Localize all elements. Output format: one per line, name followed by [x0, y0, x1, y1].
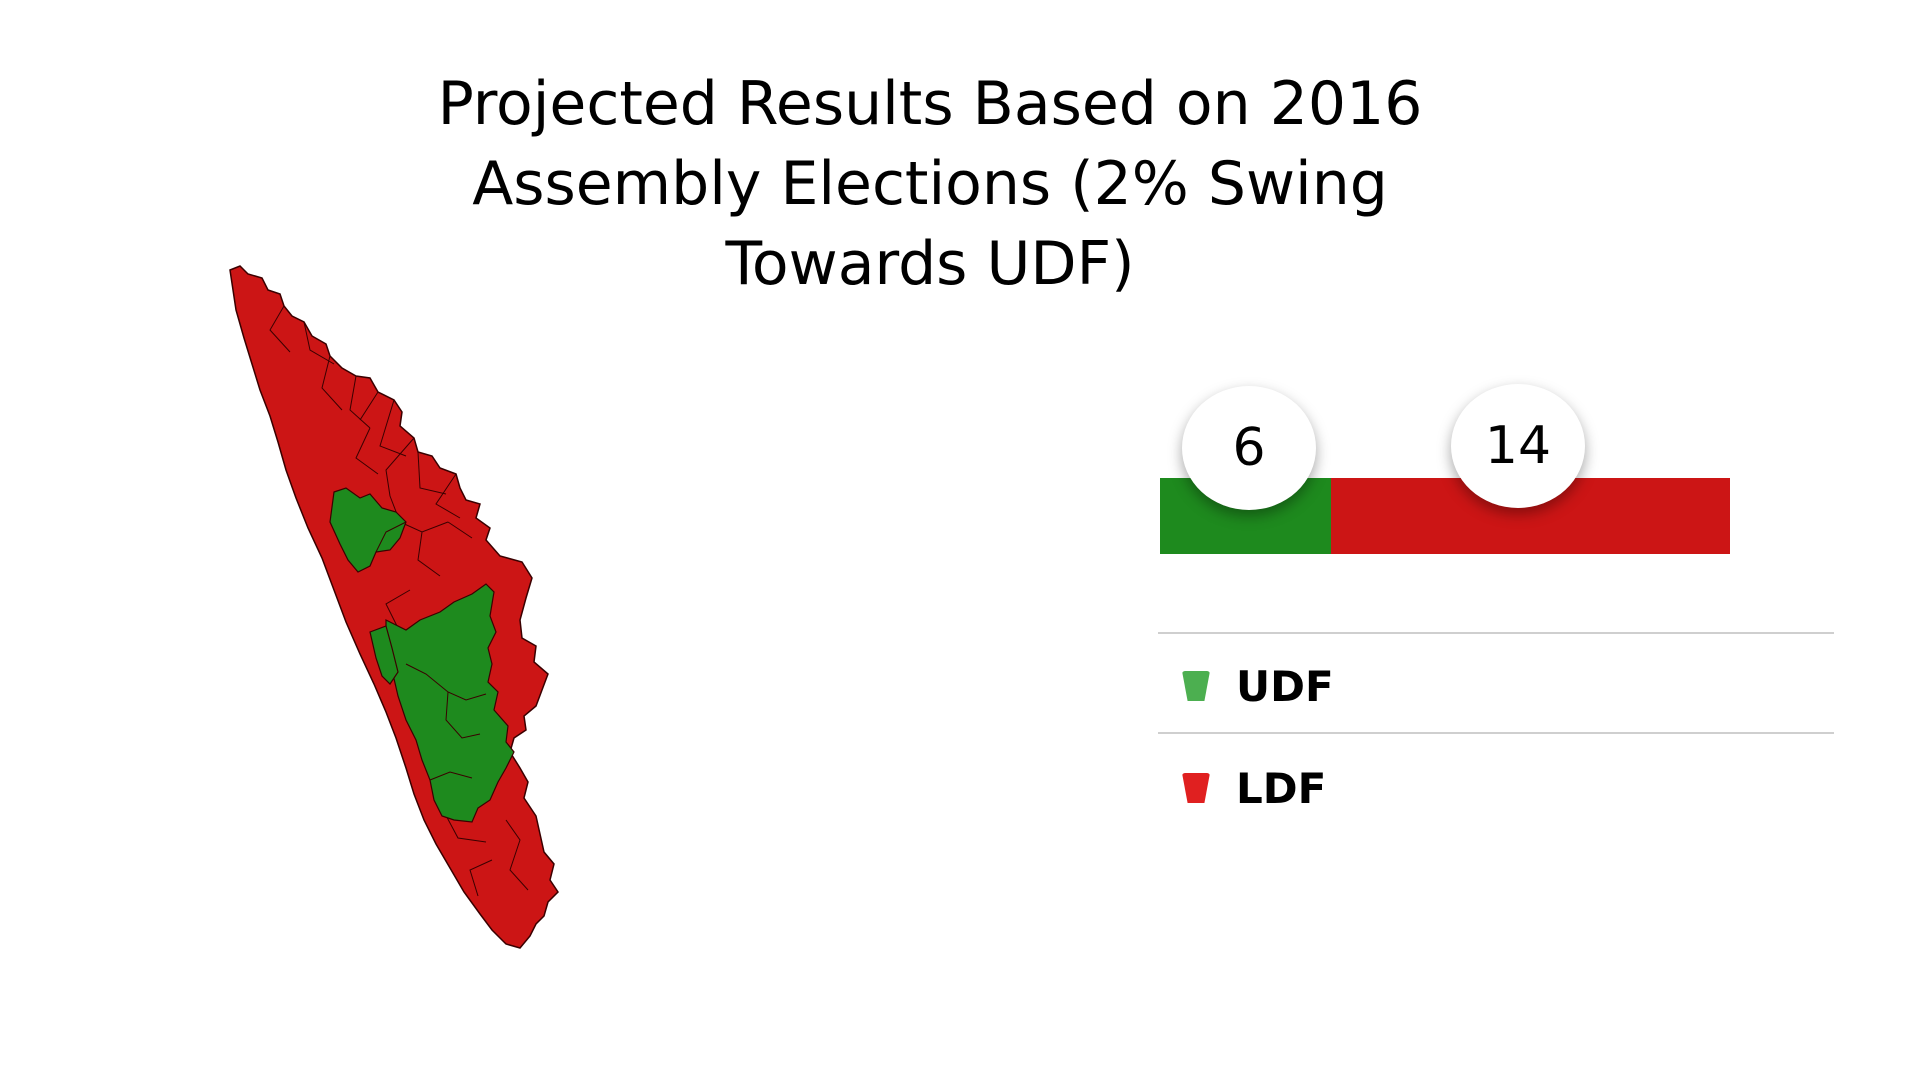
legend-divider-top [1158, 632, 1834, 634]
map-borders-udf [375, 521, 487, 781]
legend-divider-bottom [1158, 732, 1834, 734]
ldf-seat-count: 14 [1451, 384, 1585, 508]
map-region-udf-coast [369, 625, 399, 685]
udf-seat-count: 6 [1182, 386, 1316, 510]
udf-legend-swatch [1182, 671, 1210, 701]
legend-label-udf: UDF [1236, 661, 1334, 711]
chart-title: Projected Results Based on 2016 Assembly… [437, 69, 1423, 300]
legend-item-udf: UDF [1182, 656, 1334, 716]
ldf-legend-swatch [1182, 773, 1210, 803]
map-region-udf-north [329, 487, 407, 573]
map-region-udf-central [385, 583, 515, 823]
legend-label-ldf: LDF [1236, 763, 1327, 813]
seat-share-bar [1160, 478, 1730, 554]
kerala-constituency-map [210, 260, 630, 960]
kerala-map-svg [229, 265, 559, 949]
legend-item-ldf: LDF [1182, 758, 1326, 818]
map-region-ldf [229, 265, 559, 949]
